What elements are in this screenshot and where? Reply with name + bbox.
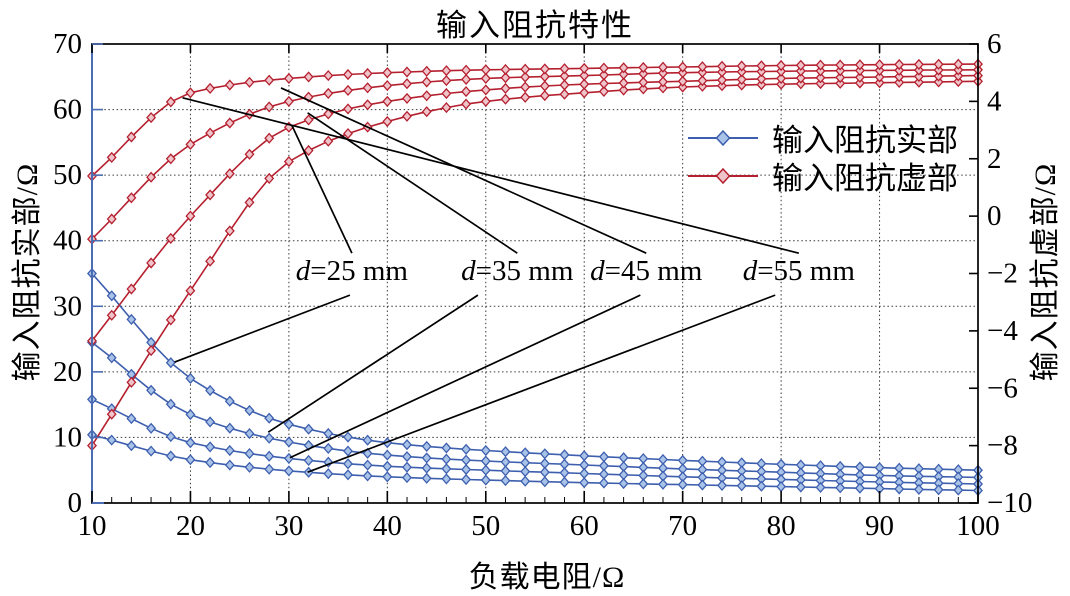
y-axis-label-left: 输入阻抗实部/Ω (11, 162, 44, 382)
x-tick-label: 10 (78, 510, 107, 542)
annotation-leader-line (307, 112, 518, 254)
y-left-tick-label: 40 (53, 225, 82, 257)
annotation-label: d=25 mm (296, 255, 409, 287)
y-left-tick-label: 60 (53, 94, 82, 126)
gridlines (92, 44, 978, 503)
series-markers (87, 58, 983, 182)
annotation-label: d=45 mm (590, 255, 703, 287)
y-left-tick-label: 0 (68, 487, 83, 519)
x-tick-label: 90 (865, 510, 894, 542)
y-right-tick-label: −2 (987, 258, 1018, 290)
annotations: d=25 mm d=35 mm d=45 mm d=55 mm (174, 87, 856, 473)
y-left-tick-label: 30 (53, 290, 82, 322)
series-imag-d35 (87, 70, 983, 347)
series-imag-d45 (87, 64, 983, 245)
x-tick-label: 40 (373, 510, 402, 542)
legend-label-imag: 输入阻抗虚部 (772, 161, 958, 196)
ticks (91, 43, 979, 504)
x-tick-label: 70 (668, 510, 697, 542)
annotation-leader-line (291, 124, 353, 254)
y-axis-label-right: 输入阻抗虚部/Ω (1029, 162, 1062, 382)
series-curves (87, 58, 983, 497)
series-imag-d55 (87, 58, 983, 182)
x-tick-label: 100 (956, 510, 1000, 542)
legend-marker-imag-diamond-icon (688, 167, 758, 184)
series-markers (87, 70, 983, 347)
legend: 输入阻抗实部 输入阻抗虚部 (686, 119, 958, 196)
y-right-tick-label: 4 (987, 85, 1002, 117)
y-right-tick-label: 0 (987, 200, 1002, 232)
tick-labels: 10 20 30 40 50 60 70 80 90 100010203040506070−10−… (53, 28, 1032, 542)
y-right-tick-label: −10 (987, 487, 1032, 519)
series-markers (87, 336, 983, 483)
y-right-tick-label: −6 (987, 372, 1018, 404)
y-right-tick-label: 6 (987, 28, 1002, 60)
x-tick-label: 50 (471, 510, 500, 542)
legend-item-imag: 输入阻抗虚部 (686, 157, 958, 196)
y-right-tick-label: −8 (987, 430, 1018, 462)
annotation-leader-line (182, 96, 800, 254)
x-tick-label: 80 (767, 510, 796, 542)
y-right-tick-label: 2 (987, 143, 1002, 175)
y-left-tick-label: 70 (53, 28, 82, 60)
legend-marker-real-diamond-icon (688, 129, 758, 146)
annotation-leader-line (289, 294, 641, 459)
y-left-tick-label: 50 (53, 159, 82, 191)
x-axis-label: 负载电阻/Ω (468, 561, 626, 594)
annotation-leader-line (267, 294, 479, 433)
series-real-d35 (87, 336, 983, 483)
x-tick-label: 20 (176, 510, 205, 542)
legend-label-real: 输入阻抗实部 (772, 123, 958, 158)
annotation-label: d=35 mm (461, 255, 574, 287)
annotation-leader-line (174, 294, 351, 363)
annotation-label: d=55 mm (743, 255, 856, 287)
series-markers (87, 75, 983, 452)
y-left-tick-label: 20 (53, 356, 82, 388)
series-imag-d25 (87, 75, 983, 452)
annotation-leader-line (307, 294, 776, 473)
y-right-tick-label: −4 (987, 315, 1018, 347)
series-real-d45 (87, 393, 983, 490)
chart-title: 输入阻抗特性 (436, 8, 634, 43)
series-markers (87, 64, 983, 245)
x-tick-label: 60 (570, 510, 599, 542)
x-tick-label: 30 (274, 510, 303, 542)
legend-item-real: 输入阻抗实部 (686, 119, 958, 158)
annotation-leader-line (280, 87, 647, 254)
y-left-tick-label: 10 (53, 421, 82, 453)
series-real-d25 (87, 267, 983, 476)
